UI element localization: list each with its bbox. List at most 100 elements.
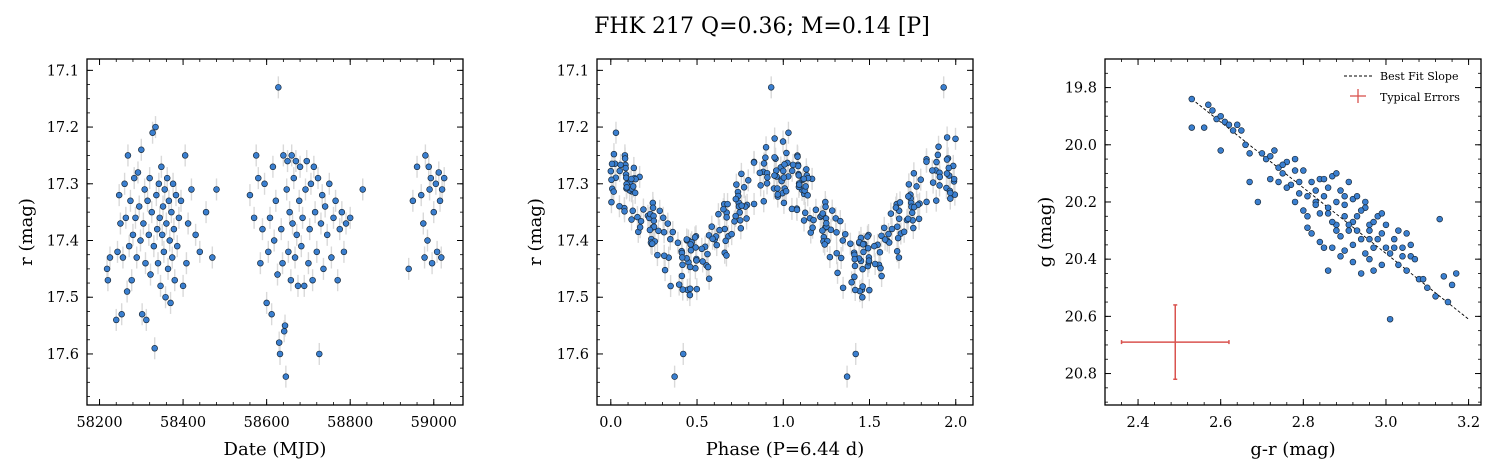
data-point — [1370, 218, 1377, 226]
data-point — [1452, 270, 1460, 277]
data-point — [1370, 244, 1377, 251]
data-point — [280, 152, 287, 159]
data-point — [1337, 253, 1344, 260]
data-point — [1242, 141, 1249, 149]
x-tick-label: 3.2 — [1457, 415, 1480, 431]
data-point — [405, 265, 412, 273]
data-point — [1436, 215, 1443, 223]
data-point — [430, 208, 438, 216]
data-point — [342, 220, 350, 227]
data-point — [881, 236, 889, 243]
x-tick-label: 3.0 — [1374, 415, 1397, 431]
data-point — [750, 159, 758, 166]
data-point — [1341, 193, 1348, 200]
data-point — [692, 244, 699, 251]
y-axis-label: g (mag) — [1035, 197, 1056, 268]
data-point — [184, 220, 192, 227]
data-point — [783, 149, 790, 157]
data-point — [833, 229, 840, 236]
data-point — [287, 276, 295, 284]
data-point — [793, 206, 801, 214]
y-tick-label: 17.6 — [47, 347, 79, 363]
axes-frame — [1104, 58, 1482, 406]
data-point — [114, 248, 121, 256]
data-point — [259, 225, 266, 233]
data-point — [168, 208, 175, 216]
data-point — [158, 163, 165, 171]
data-point — [771, 135, 778, 142]
data-point — [877, 264, 884, 272]
data-point — [947, 189, 954, 197]
data-point — [433, 248, 441, 256]
data-point — [1374, 235, 1381, 243]
data-point — [156, 214, 163, 222]
data-point — [923, 158, 930, 165]
data-point — [1370, 267, 1377, 274]
data-point — [332, 197, 339, 205]
data-point — [282, 373, 290, 380]
data-point — [293, 231, 300, 239]
data-point — [1366, 235, 1373, 243]
data-point — [155, 180, 163, 188]
data-point — [945, 164, 953, 172]
data-point — [1399, 253, 1406, 260]
data-point — [177, 197, 185, 205]
data-point — [731, 218, 738, 225]
data-point — [275, 339, 283, 346]
data-point — [607, 167, 615, 175]
data-point — [934, 151, 942, 159]
data-point — [950, 175, 958, 183]
data-point — [760, 160, 768, 167]
data-point — [314, 174, 322, 182]
data-point — [129, 231, 137, 239]
data-point — [764, 174, 771, 181]
data-point — [1432, 293, 1439, 300]
data-point — [866, 286, 873, 294]
data-point — [196, 248, 204, 256]
data-point — [622, 164, 629, 172]
data-point — [1246, 178, 1253, 186]
data-point — [142, 259, 149, 267]
data-point — [1395, 261, 1402, 269]
data-point — [1188, 95, 1196, 103]
data-point — [1333, 198, 1340, 206]
data-point — [801, 209, 809, 217]
data-point — [140, 220, 147, 227]
data-point — [936, 173, 944, 181]
data-point — [132, 214, 139, 222]
data-point — [1357, 207, 1365, 214]
data-point — [674, 239, 682, 247]
data-point — [732, 212, 739, 220]
data-point — [1324, 204, 1332, 211]
data-point — [128, 276, 135, 284]
data-point — [795, 172, 802, 179]
data-point — [276, 350, 284, 358]
data-point — [943, 134, 951, 141]
y-tick-label: 17.4 — [557, 234, 589, 250]
data-point — [1275, 178, 1282, 186]
data-point — [780, 167, 787, 175]
x-tick-label: 2.0 — [944, 415, 967, 431]
x-axis-label: g-r (mag) — [1250, 439, 1335, 460]
data-point — [679, 261, 686, 269]
data-point — [125, 242, 133, 250]
data-point — [929, 179, 937, 186]
data-point — [888, 225, 896, 233]
data-point — [932, 197, 940, 204]
data-point — [904, 215, 912, 222]
data-point — [780, 199, 788, 207]
data-point — [876, 249, 884, 256]
data-point — [915, 215, 923, 223]
data-point — [678, 272, 686, 280]
data-point — [913, 183, 920, 190]
data-point — [864, 233, 871, 240]
data-point — [629, 183, 637, 190]
y-tick-label: 17.5 — [47, 290, 79, 306]
data-point — [1279, 161, 1286, 169]
data-point — [359, 186, 366, 193]
data-point — [279, 259, 286, 267]
legend: Best Fit Slope Typical Errors — [1344, 70, 1460, 104]
data-point — [722, 237, 729, 245]
data-point — [422, 152, 429, 159]
